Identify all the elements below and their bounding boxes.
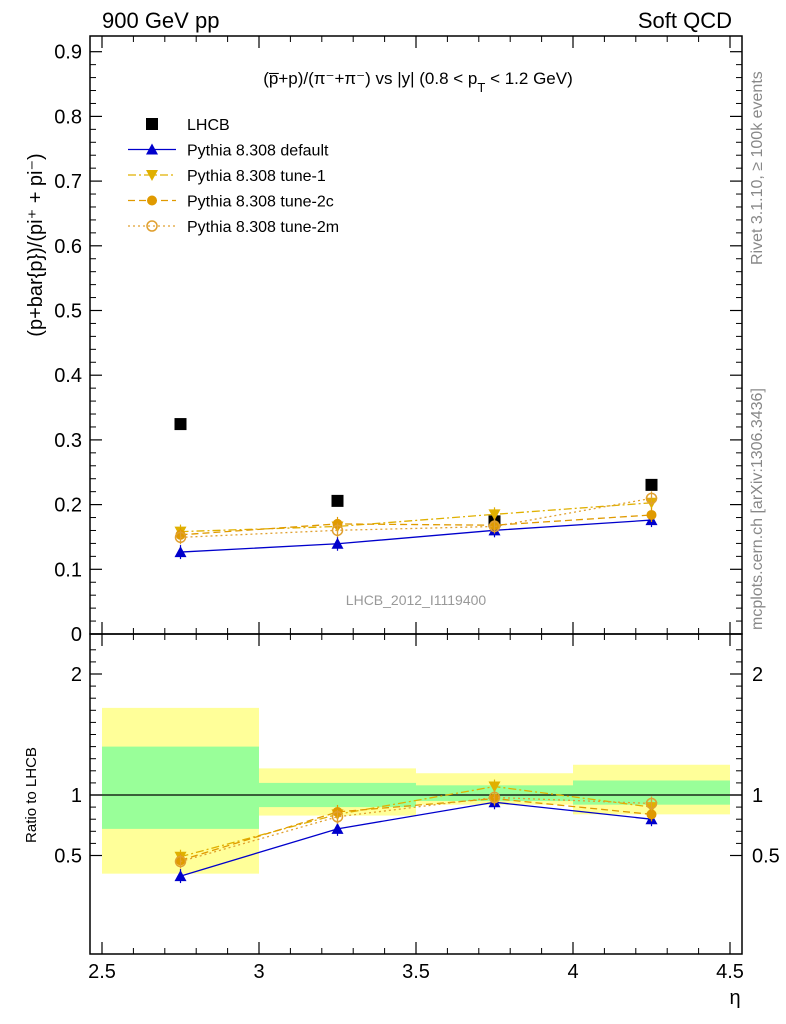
- title-text: (p̅+p)/(π⁻+π⁻) vs |y| (0.8 < p: [263, 69, 477, 88]
- ratio-line: [180, 796, 652, 863]
- series-line: [180, 519, 652, 553]
- main-y-tick-label: 0.3: [54, 430, 82, 452]
- series-0: [174, 418, 658, 528]
- x-tick-label: 2.5: [88, 961, 116, 983]
- legend-item: Pythia 8.308 tune-2c: [128, 194, 334, 211]
- legend-item: Pythia 8.308 default: [128, 143, 329, 160]
- x-tick-label: 4.5: [716, 961, 744, 983]
- data-point: [488, 509, 501, 521]
- main-y-tick-label: 0.1: [54, 559, 82, 581]
- main-panel: (p̅+p)/(π⁻+π⁻) vs |y| (0.8 < pT < 1.2 Ge…: [25, 35, 743, 646]
- ratio-line: [180, 801, 652, 877]
- main-y-tick-label: 0.6: [54, 236, 82, 258]
- energy-label: 900 GeV pp: [102, 8, 219, 33]
- data-point: [645, 478, 658, 491]
- legend-label: Pythia 8.308 tune-1: [187, 168, 326, 185]
- data-point: [646, 509, 657, 520]
- ratio-y-tick-label: 2: [71, 664, 82, 686]
- ratio-y-axis-label: Ratio to LHCB: [23, 747, 40, 843]
- legend-marker: [146, 118, 158, 130]
- main-y-tick-label: 0.9: [54, 42, 82, 64]
- x-tick-label: 3.5: [402, 961, 430, 983]
- process-label: Soft QCD: [638, 8, 732, 33]
- main-y-tick-label: 0.2: [54, 495, 82, 517]
- main-y-tick-label: 0.7: [54, 171, 82, 193]
- data-point: [174, 418, 187, 431]
- legend-label: LHCB: [187, 117, 230, 134]
- legend-item: Pythia 8.308 tune-2m: [128, 219, 339, 236]
- data-point: [331, 537, 344, 549]
- legend-marker: [147, 195, 157, 206]
- ratio-point: [174, 870, 187, 882]
- rivet-label: Rivet 3.1.10, ≥ 100k events: [749, 71, 766, 265]
- title-subscript: T: [477, 80, 485, 95]
- main-title: (p̅+p)/(π⁻+π⁻) vs |y| (0.8 < pT < 1.2 Ge…: [263, 69, 573, 95]
- data-point: [331, 524, 344, 537]
- data-point: [645, 492, 658, 505]
- legend-item: Pythia 8.308 tune-1: [128, 168, 326, 185]
- x-tick-label: 4: [567, 961, 578, 983]
- series-4: [174, 491, 658, 545]
- main-y-axis-label: (p+bar{p})/(pi⁺ + pi⁻): [25, 153, 47, 336]
- legend-item: LHCB: [146, 117, 230, 134]
- legend-marker: [146, 143, 158, 155]
- x-tick-label: 3: [253, 961, 264, 983]
- series-2: [174, 495, 658, 539]
- ratio-point: [331, 822, 344, 834]
- ratio-line: [180, 797, 652, 861]
- ratio-point: [488, 791, 501, 804]
- main-y-tick-label: 0: [71, 624, 82, 646]
- series-line: [180, 514, 652, 536]
- main-y-tick-label: 0.4: [54, 365, 82, 387]
- legend: LHCB Pythia 8.308 default Pythia 8.308 tun…: [128, 117, 339, 236]
- ratio-point: [331, 811, 344, 823]
- x-axis-label: η: [729, 987, 740, 1009]
- main-y-tick-label: 0.5: [54, 301, 82, 323]
- ratio-y-tick-label: 0.5: [54, 846, 82, 868]
- mcplots-label: mcplots.cern.ch [arXiv:1306.3436]: [749, 388, 766, 630]
- uncertainty-band-inner: [102, 746, 259, 829]
- data-point: [174, 546, 187, 558]
- legend-marker: [146, 170, 158, 181]
- data-point: [488, 520, 501, 533]
- ratio-y-tick-label: 1: [71, 785, 82, 807]
- legend-label: Pythia 8.308 tune-2m: [187, 219, 339, 236]
- legend-label: Pythia 8.308 tune-2c: [187, 194, 334, 211]
- ratio-point: [645, 797, 658, 810]
- analysis-watermark: LHCB_2012_I1119400: [346, 592, 487, 608]
- data-point: [174, 531, 187, 544]
- data-point: [331, 494, 344, 507]
- ratio-panel: Ratio to LHCB η 0.5 0.5 1 1 2 2 2.5 3 3.5 4 4.5: [23, 633, 780, 1009]
- title-tail: < 1.2 GeV): [485, 69, 572, 88]
- ratio-series-3: [174, 790, 658, 869]
- ratio-point: [646, 809, 657, 820]
- series-line: [180, 497, 652, 539]
- main-y-tick-label: 0.8: [54, 106, 82, 128]
- ratio-point: [174, 855, 187, 868]
- ratio-y-tick-label-right: 0.5: [752, 846, 780, 868]
- legend-marker: [146, 220, 158, 232]
- ratio-y-tick-label-right: 1: [752, 785, 763, 807]
- series-line: [180, 502, 652, 533]
- ratio-y-tick-label-right: 2: [752, 664, 763, 686]
- legend-label: Pythia 8.308 default: [187, 143, 329, 160]
- ratio-point: [488, 781, 501, 793]
